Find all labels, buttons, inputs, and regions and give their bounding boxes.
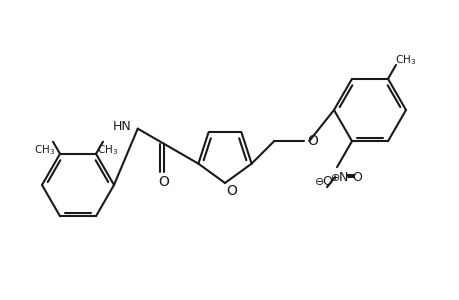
Text: O: O	[351, 171, 361, 184]
Text: $\oplus$: $\oplus$	[329, 172, 339, 183]
Text: O: O	[321, 175, 331, 188]
Text: O: O	[158, 175, 169, 189]
Text: CH$_3$: CH$_3$	[395, 53, 416, 67]
Text: CH$_3$: CH$_3$	[97, 143, 118, 157]
Text: $\ominus$: $\ominus$	[313, 176, 324, 187]
Text: N: N	[337, 171, 347, 184]
Text: O: O	[306, 134, 317, 148]
Text: CH$_3$: CH$_3$	[34, 143, 56, 157]
Text: HN: HN	[113, 120, 131, 133]
Text: O: O	[226, 184, 237, 198]
